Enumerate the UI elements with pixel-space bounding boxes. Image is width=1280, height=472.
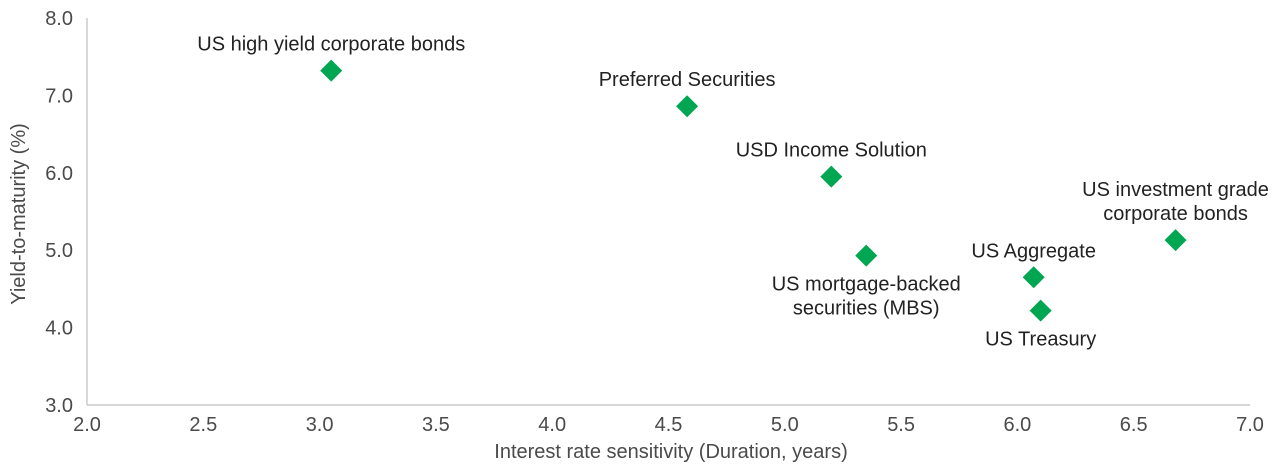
y-tick-labels: 3.0 4.0 5.0 6.0 7.0 8.0 — [45, 8, 73, 417]
point-label: US high yield corporate bonds — [197, 34, 465, 56]
x-tick-label: 2.5 — [189, 414, 217, 436]
x-tick-label: 2.0 — [73, 414, 101, 436]
data-point-marker — [1029, 299, 1052, 322]
point-labels: US high yield corporate bonds Preferred S… — [197, 34, 1269, 351]
data-point-marker — [1164, 229, 1187, 252]
data-point-marker — [820, 165, 843, 188]
data-point-marker — [676, 95, 699, 118]
x-tick-label: 6.5 — [1120, 414, 1148, 436]
y-tick-label: 7.0 — [45, 85, 73, 107]
x-tick-label: 4.5 — [655, 414, 683, 436]
point-label: US Aggregate — [971, 240, 1096, 262]
y-tick-label: 4.0 — [45, 318, 73, 340]
point-label: Preferred Securities — [599, 69, 776, 91]
data-point-marker — [320, 59, 343, 82]
point-label: securities (MBS) — [793, 298, 940, 320]
x-tick-label: 7.0 — [1236, 414, 1264, 436]
x-tick-label: 5.0 — [771, 414, 799, 436]
x-axis-title: Interest rate sensitivity (Duration, yea… — [494, 441, 847, 463]
point-label: USD Income Solution — [736, 140, 927, 162]
point-label: US mortgage-backed — [772, 274, 961, 296]
x-tick-label: 4.0 — [538, 414, 566, 436]
axes — [86, 18, 1250, 406]
x-tick-label: 3.0 — [306, 414, 334, 436]
point-label: US Treasury — [985, 329, 1096, 351]
y-tick-label: 5.0 — [45, 240, 73, 262]
y-axis-title: Yield-to-maturity (%) — [8, 123, 30, 305]
x-tick-label: 3.5 — [422, 414, 450, 436]
point-label: US investment grade — [1082, 179, 1269, 201]
y-tick-label: 8.0 — [45, 8, 73, 30]
data-points — [320, 59, 1187, 322]
point-label: corporate bonds — [1103, 203, 1248, 225]
data-point-marker — [1022, 266, 1045, 289]
x-tick-labels: 2.0 2.5 3.0 3.5 4.0 4.5 5.0 5.5 6.0 6.5 7.0 — [73, 414, 1264, 436]
data-point-marker — [855, 244, 878, 267]
y-tick-label: 6.0 — [45, 163, 73, 185]
x-tick-label: 5.5 — [887, 414, 915, 436]
x-tick-label: 6.0 — [1003, 414, 1031, 436]
y-tick-label: 3.0 — [45, 395, 73, 417]
